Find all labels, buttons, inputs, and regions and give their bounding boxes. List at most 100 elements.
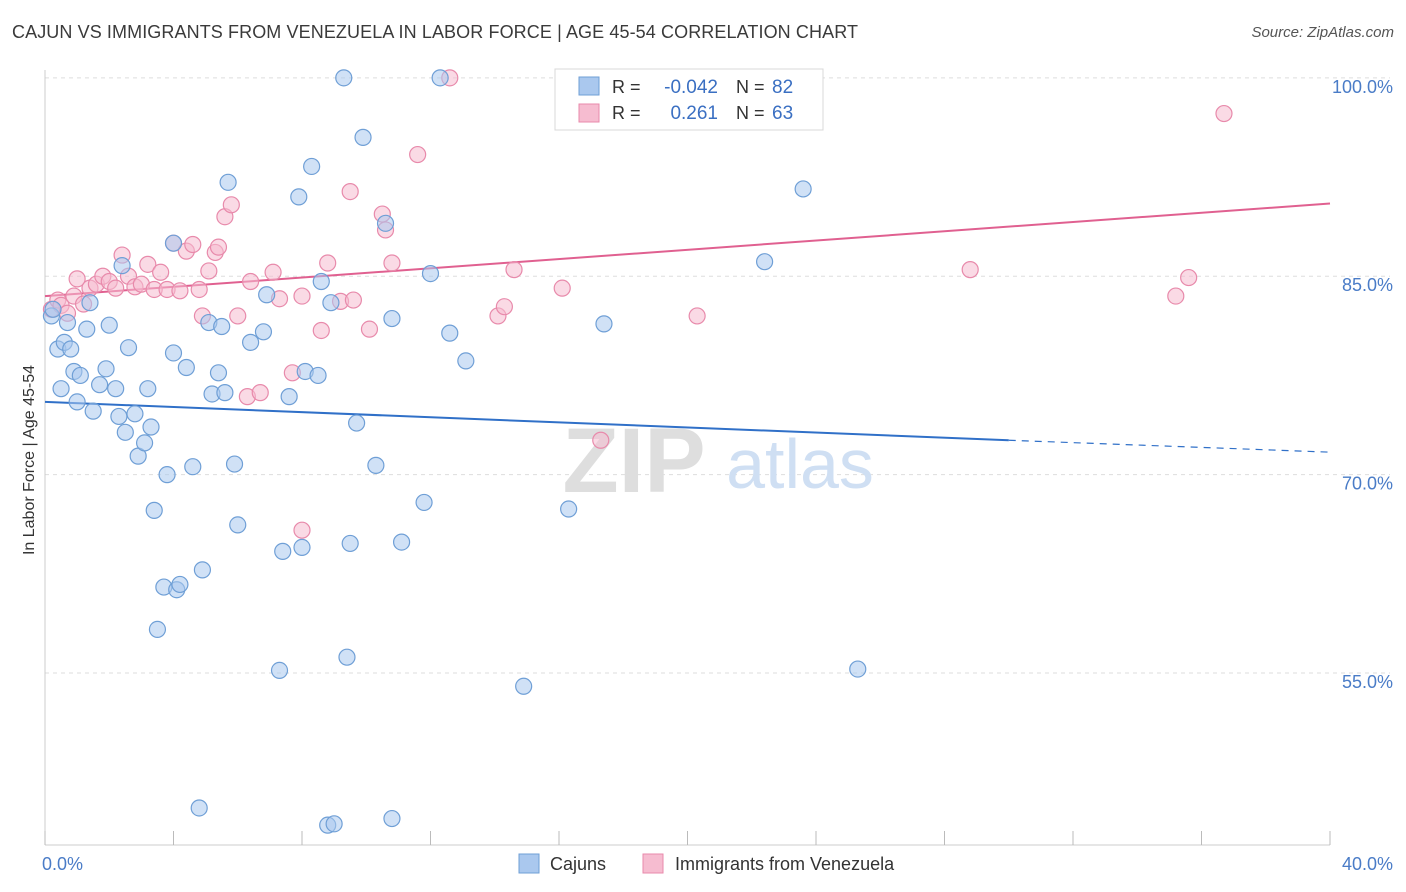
cajuns-point-36 xyxy=(193,561,212,579)
venezuela-point-51 xyxy=(495,298,513,316)
cajuns-point-51 xyxy=(290,188,308,206)
cajuns-point-11 xyxy=(84,402,102,420)
cajuns-point-13 xyxy=(97,360,115,378)
stats-legend: R = -0.042 N = 82 R = 0.261 N = 63 xyxy=(554,68,824,131)
cajuns-point-67 xyxy=(383,309,401,328)
y-tick-label-3: 55.0% xyxy=(1342,672,1393,692)
cajuns-point-75 xyxy=(515,677,533,695)
series-legend: Cajuns Immigrants from Venezuela xyxy=(518,853,895,874)
bottom-legend-cajuns: Cajuns xyxy=(550,854,606,874)
venezuela-point-49 xyxy=(409,145,427,164)
venezuela-point-52 xyxy=(505,261,523,279)
cajuns-point-52 xyxy=(293,538,311,556)
source-label: Source: ZipAtlas.com xyxy=(1251,24,1394,41)
venezuela-point-61 xyxy=(1215,104,1233,123)
cajuns-point-40 xyxy=(213,317,231,336)
cajuns-point-58 xyxy=(322,294,340,312)
cajuns-point-32 xyxy=(164,234,183,252)
cajuns-point-25 xyxy=(145,501,163,519)
cajuns-point-35 xyxy=(190,799,208,817)
venezuela-point-60 xyxy=(1180,268,1198,287)
venezuela-point-58 xyxy=(961,261,979,279)
cajuns-point-49 xyxy=(274,542,292,560)
cajuns-point-10 xyxy=(81,294,99,312)
cajuns-point-4 xyxy=(58,313,77,332)
venezuela-point-35 xyxy=(264,263,282,281)
venezuela-point-48 xyxy=(383,254,401,272)
legend-n-value-venezuela: 63 xyxy=(772,103,793,124)
cajuns-point-20 xyxy=(126,405,144,423)
cajuns-point-64 xyxy=(354,128,372,146)
cajuns-point-5 xyxy=(62,340,80,358)
cajuns-point-60 xyxy=(335,69,353,87)
cajuns-point-55 xyxy=(309,366,327,385)
cajuns-point-76 xyxy=(560,500,578,518)
legend-r-value-venezuela: 0.261 xyxy=(670,103,718,124)
venezuela-point-59 xyxy=(1167,287,1185,305)
x-tick-label-0: 0.0% xyxy=(42,854,83,874)
x-tick-label-1: 40.0% xyxy=(1342,854,1393,874)
cajuns-point-56 xyxy=(312,272,330,291)
axes xyxy=(44,70,1331,846)
cajuns-point-19 xyxy=(119,339,138,357)
cajuns-point-15 xyxy=(107,380,125,398)
cajuns-point-14 xyxy=(100,316,118,334)
venezuela-point-41 xyxy=(319,254,337,272)
points-cajuns xyxy=(42,69,867,834)
cajuns-point-26 xyxy=(148,620,167,639)
cajuns-point-71 xyxy=(415,493,433,512)
venezuela-point-11 xyxy=(107,279,125,297)
venezuela-point-21 xyxy=(171,282,189,300)
venezuela-point-43 xyxy=(341,182,359,201)
cajuns-point-17 xyxy=(113,257,131,275)
cajuns-point-66 xyxy=(376,214,395,232)
cajuns-point-34 xyxy=(184,458,202,476)
cajuns-point-70 xyxy=(421,264,440,283)
cajuns-point-46 xyxy=(254,323,273,341)
x-tick-labels: 0.0% 40.0% xyxy=(42,854,1393,874)
watermark-atlas: atlas xyxy=(726,425,874,503)
cajuns-point-29 xyxy=(164,344,183,362)
cajuns-point-47 xyxy=(258,286,276,304)
venezuela-point-24 xyxy=(190,280,208,299)
cajuns-point-62 xyxy=(341,534,359,553)
cajuns-point-9 xyxy=(78,320,96,338)
venezuela-point-16 xyxy=(139,255,157,273)
bottom-swatch-venezuela xyxy=(642,853,664,874)
y-tick-label-0: 100.0% xyxy=(1332,77,1393,97)
legend-swatch-cajuns xyxy=(578,76,600,96)
cajuns-point-23 xyxy=(139,380,157,398)
cajuns-point-43 xyxy=(225,455,244,473)
trend-line-cajuns-projection xyxy=(1008,439,1331,453)
venezuela-point-33 xyxy=(242,272,260,291)
bottom-legend-venezuela: Immigrants from Venezuela xyxy=(675,854,895,874)
legend-r-label-cajuns: R = xyxy=(612,77,641,97)
cajuns-point-16 xyxy=(110,407,128,426)
cajuns-point-39 xyxy=(209,364,228,382)
legend-r-label-venezuela: R = xyxy=(612,103,641,123)
legend-swatch-venezuela xyxy=(578,103,600,123)
watermark: ZIP atlas xyxy=(562,410,874,512)
legend-n-label-cajuns: N = xyxy=(736,77,765,97)
venezuela-point-53 xyxy=(553,279,571,297)
venezuela-point-54 xyxy=(592,431,610,449)
venezuela-point-26 xyxy=(200,262,218,280)
legend-r-value-cajuns: -0.042 xyxy=(664,77,718,98)
cajuns-point-31 xyxy=(171,575,189,594)
cajuns-point-7 xyxy=(68,393,86,411)
y-tick-label-1: 85.0% xyxy=(1342,275,1393,295)
cajuns-point-45 xyxy=(242,333,260,351)
cajuns-point-42 xyxy=(219,173,237,191)
venezuela-point-18 xyxy=(152,263,170,281)
cajuns-point-69 xyxy=(392,533,411,551)
cajuns-point-77 xyxy=(595,315,613,333)
venezuela-point-56 xyxy=(688,307,706,325)
trend-line-cajuns xyxy=(44,400,1009,442)
legend-n-label-venezuela: N = xyxy=(736,103,765,123)
cajuns-point-33 xyxy=(177,358,195,377)
cajuns-point-61 xyxy=(338,648,356,666)
trend-lines xyxy=(44,202,1331,453)
cajuns-point-28 xyxy=(158,466,176,484)
cajuns-point-8 xyxy=(71,366,89,385)
